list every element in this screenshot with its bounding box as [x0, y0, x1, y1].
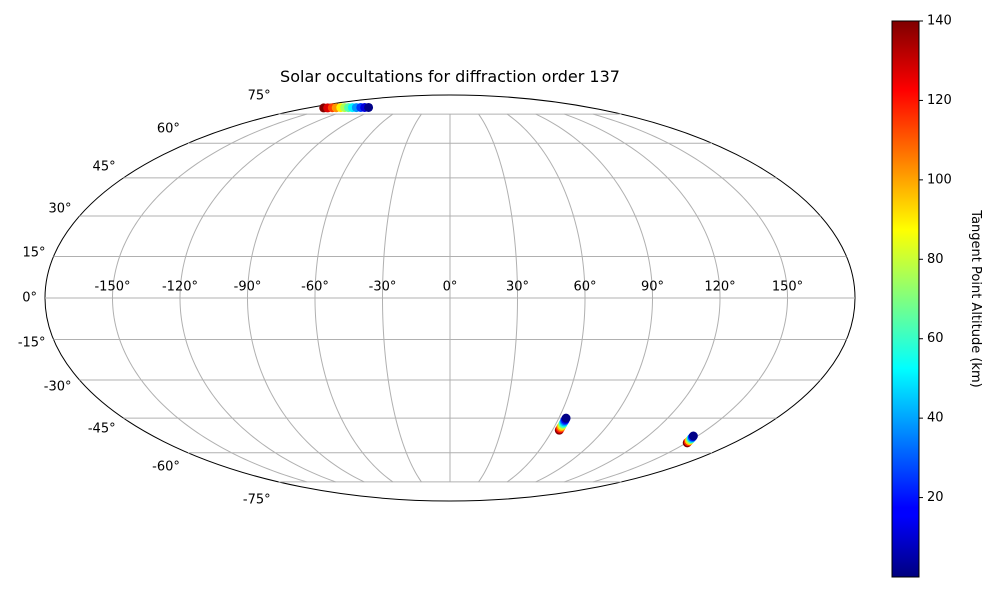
y-tick-label: 30° — [48, 201, 71, 216]
y-tick-label: 75° — [248, 89, 271, 104]
x-tick-label: 0° — [443, 280, 458, 295]
colorbar-tick-label: 140 — [927, 14, 952, 29]
y-tick-label: 60° — [157, 121, 180, 136]
colorbar-label: Tangent Point Altitude (km) — [968, 209, 983, 387]
y-tick-label: -75° — [243, 492, 271, 507]
colorbar-tick-label: 80 — [927, 252, 944, 267]
y-tick-label: -45° — [88, 421, 116, 436]
data-point — [364, 102, 374, 112]
colorbar — [891, 20, 920, 578]
x-tick-label: -120° — [162, 280, 198, 295]
map: -150° -120° -90° -60° -30° 0° 30° 60° 90° 120° 150… — [18, 89, 856, 507]
x-tick-label: 60° — [573, 280, 596, 295]
x-tick-label: -60° — [301, 280, 329, 295]
colorbar-tick-label: 40 — [927, 411, 944, 426]
x-tick-label: 90° — [641, 280, 664, 295]
chart-title: Solar occultations for diffraction order… — [280, 67, 620, 86]
x-tick-label: -90° — [234, 280, 262, 295]
y-tick-label: 0° — [22, 291, 37, 306]
x-tick-label: 150° — [772, 280, 803, 295]
y-tick-label: 15° — [23, 245, 46, 260]
data-point — [561, 413, 571, 423]
colorbar-tick-label: 60 — [927, 331, 944, 346]
x-tick-label: 120° — [704, 280, 735, 295]
x-tick-label: 30° — [506, 280, 529, 295]
x-tick-label: -30° — [369, 280, 397, 295]
colorbar-tick-label: 100 — [927, 172, 952, 187]
data-point — [688, 431, 698, 441]
colorbar-tick-label: 20 — [927, 490, 944, 505]
y-tick-label: -60° — [152, 460, 180, 475]
colorbar-tick-label: 120 — [927, 93, 952, 108]
x-tick-label: -150° — [94, 280, 130, 295]
colorbar-axis: 20 40 60 80 100 120 140 — [919, 14, 952, 505]
y-tick-label: 45° — [93, 160, 116, 175]
y-tick-label: -30° — [44, 380, 72, 395]
y-tick-label: -15° — [18, 336, 46, 351]
